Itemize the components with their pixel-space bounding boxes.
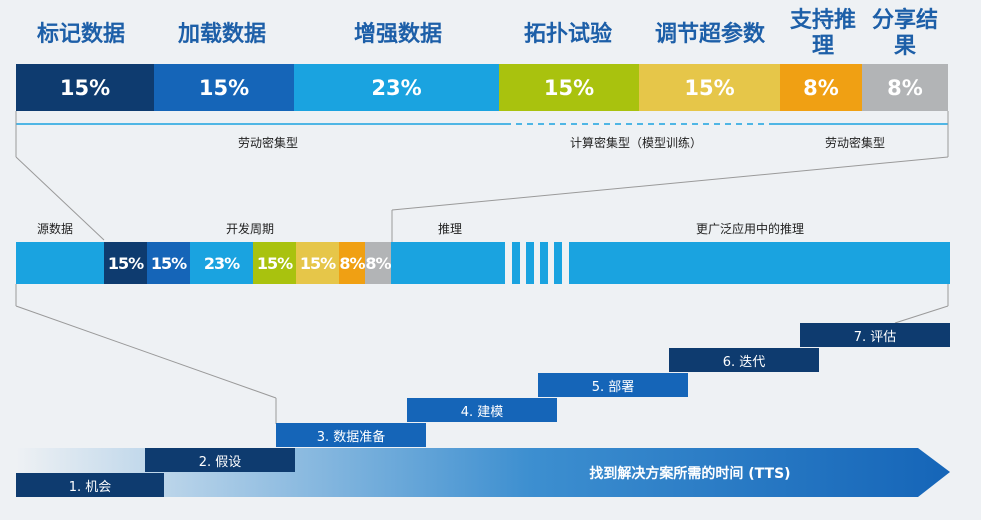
- segment-hyperparams: 15%: [639, 64, 780, 111]
- segment-topology: 15%: [499, 64, 639, 111]
- label-broad-inference: 更广泛应用中的推理: [695, 222, 804, 236]
- mini-segment-topology: 15%: [253, 242, 296, 284]
- mini-segment-label-data: 15%: [104, 242, 147, 284]
- label-inference: 推理: [437, 222, 462, 236]
- segment-label-data: 15%: [16, 64, 154, 111]
- caption-compute: 计算密集型（模型训练）: [569, 136, 702, 150]
- caption-labor-right: 劳动密集型: [824, 136, 885, 150]
- segment-inference: 8%: [780, 64, 862, 111]
- funnel-left-diagonal: [15, 156, 105, 241]
- segment-augment-data: 23%: [294, 64, 499, 111]
- step-data-prep: 3. 数据准备: [276, 423, 426, 447]
- broad-inference-bar: [569, 242, 950, 284]
- caption-labor-left: 劳动密集型: [237, 136, 298, 150]
- label-source-data: 源数据: [36, 222, 73, 236]
- lower-right-diagonal: [894, 305, 949, 324]
- source-data-bar: [16, 242, 104, 284]
- step-opportunity: 1. 机会: [16, 473, 164, 497]
- mini-segment-load-data: 15%: [147, 242, 190, 284]
- phase-label-load-data: 加载数据: [177, 22, 266, 47]
- step-modeling: 4. 建模: [407, 398, 557, 422]
- phase-label-topology: 拓扑试验: [523, 22, 612, 47]
- label-dev-cycle: 开发周期: [225, 222, 274, 236]
- phase-label-inference: 支持推理: [790, 8, 857, 59]
- step-iteration: 6. 迭代: [669, 348, 819, 372]
- segment-share: 8%: [862, 64, 948, 111]
- gap-stripe-4: [554, 242, 562, 284]
- segment-load-data: 15%: [154, 64, 294, 111]
- gap-stripe-3: [540, 242, 548, 284]
- inference-bar: [391, 242, 505, 284]
- step-evaluation: 7. 评估: [800, 323, 950, 347]
- funnel-right-diagonal: [391, 156, 949, 211]
- phase-label-share: 分享结果: [872, 8, 939, 59]
- lower-left-diagonal: [15, 305, 277, 399]
- tts-arrow-label: 找到解决方案所需的时间 (TTS): [589, 466, 791, 482]
- mini-segment-augment-data: 23%: [190, 242, 253, 284]
- mini-segment-share: 8%: [365, 242, 392, 284]
- mini-segment-inference: 8%: [339, 242, 366, 284]
- phase-label-hyperparams: 调节超参数: [654, 22, 765, 47]
- phase-label-label-data: 标记数据: [36, 22, 125, 47]
- mini-segment-hyperparams: 15%: [296, 242, 339, 284]
- gap-stripe-2: [526, 242, 534, 284]
- gap-stripe-1: [512, 242, 520, 284]
- phase-label-augment-data: 增强数据: [353, 22, 442, 47]
- step-deployment: 5. 部署: [538, 373, 688, 397]
- step-hypothesis: 2. 假设: [145, 448, 295, 472]
